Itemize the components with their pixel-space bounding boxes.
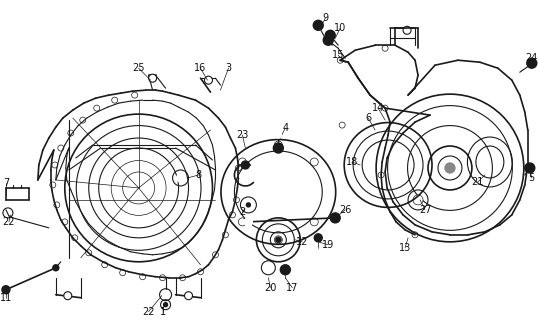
Text: 6: 6 [365,113,371,123]
Circle shape [275,237,281,243]
Text: 25: 25 [132,63,145,73]
Text: 22: 22 [143,307,155,317]
Circle shape [53,265,59,271]
Text: 17: 17 [286,283,299,293]
Circle shape [204,76,213,84]
Circle shape [445,163,455,173]
Circle shape [164,303,167,307]
Circle shape [280,265,291,275]
Text: 13: 13 [399,243,411,253]
Circle shape [244,218,252,226]
Circle shape [273,143,284,153]
Text: 2: 2 [239,207,245,217]
Circle shape [527,58,537,68]
Text: 4: 4 [282,123,288,133]
Circle shape [2,286,10,294]
Circle shape [265,265,271,271]
Circle shape [525,163,535,173]
Text: 9: 9 [322,13,328,23]
Text: 24: 24 [526,53,538,63]
Text: 19: 19 [322,240,334,250]
Text: 5: 5 [529,173,535,183]
Text: 8: 8 [195,170,202,180]
Circle shape [246,203,250,207]
Text: 1: 1 [160,307,166,317]
Text: 27: 27 [419,205,431,215]
Circle shape [179,176,182,180]
Text: 7: 7 [3,178,9,188]
Circle shape [64,292,72,300]
Text: 18: 18 [346,157,358,167]
Text: 14: 14 [372,103,384,113]
Circle shape [313,20,323,30]
Text: 15: 15 [332,50,344,60]
Text: 21: 21 [472,177,484,187]
Text: 22: 22 [3,217,15,227]
Circle shape [314,234,322,242]
Circle shape [244,201,252,209]
Text: 20: 20 [264,283,277,293]
Circle shape [162,292,168,298]
Circle shape [185,292,193,300]
Circle shape [413,195,423,205]
Text: 3: 3 [225,63,231,73]
Circle shape [275,132,281,138]
Text: 12: 12 [296,237,308,247]
Text: 10: 10 [334,23,346,33]
Text: 11: 11 [0,293,12,303]
Circle shape [325,30,335,40]
Circle shape [176,174,185,182]
Circle shape [403,26,411,34]
Circle shape [330,213,340,223]
Circle shape [323,35,333,45]
Text: 23: 23 [236,130,249,140]
Text: 16: 16 [194,63,207,73]
Circle shape [242,161,250,169]
Text: 26: 26 [339,205,351,215]
Circle shape [148,74,157,82]
